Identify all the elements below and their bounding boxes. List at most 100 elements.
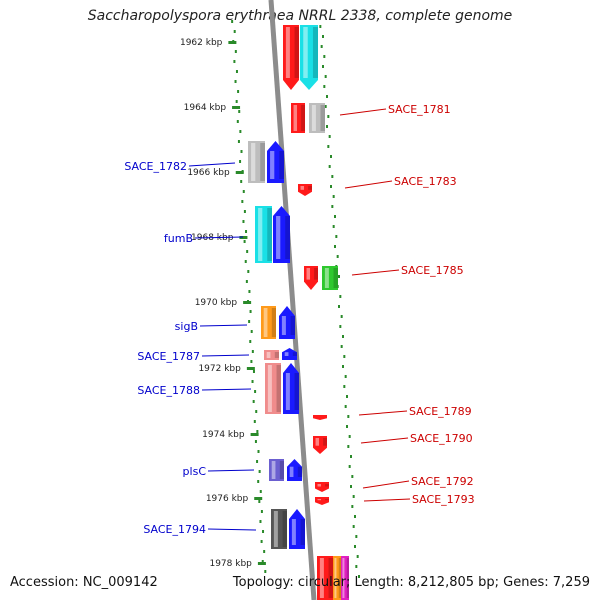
guide-dot (244, 260, 247, 263)
gene-shade (325, 484, 329, 487)
gene-shade (308, 186, 312, 190)
guide-dot (234, 50, 237, 53)
guide-dot (338, 275, 340, 278)
gene-label: SACE_1783 (394, 175, 457, 188)
guide-dot (336, 255, 339, 258)
gene-block (317, 556, 333, 600)
gene-shade (271, 308, 276, 337)
guide-dot (236, 120, 239, 123)
guide-dot (239, 130, 242, 133)
gene-block (291, 103, 305, 133)
guide-dot (243, 210, 246, 213)
gene-shade (301, 105, 305, 131)
gene-features (248, 25, 349, 600)
guide-dot (328, 165, 331, 168)
guide-dot (351, 505, 354, 508)
guide-dot (324, 105, 327, 108)
guide-dot (347, 415, 350, 418)
guide-dot (354, 515, 356, 518)
guide-dot (258, 470, 261, 473)
guide-dot (250, 330, 253, 333)
guide-dot (340, 315, 343, 318)
gene-block (341, 556, 349, 600)
gene-body (255, 206, 272, 263)
guide-dot (233, 60, 236, 63)
guide-dot (263, 550, 266, 553)
guide-dot (245, 230, 248, 233)
gene-shade (292, 352, 297, 356)
gene-shade (279, 151, 284, 179)
guide-dot (238, 110, 241, 113)
gene-shade (323, 438, 327, 446)
guide-dot (346, 395, 348, 398)
gene-highlight (267, 365, 272, 412)
gene-body (267, 141, 284, 183)
gene-block (309, 103, 325, 133)
leader-line (207, 469, 255, 472)
gene-body (271, 509, 287, 549)
leader-line (201, 388, 252, 391)
gene-label: sigB (175, 320, 198, 333)
gene-label: SACE_1788 (137, 384, 200, 397)
guide-dot (323, 85, 326, 88)
gene-body (315, 497, 329, 505)
guide-dot (237, 140, 240, 143)
gene-shade (285, 216, 290, 259)
guide-dot (352, 495, 355, 498)
guide-dot (249, 310, 252, 313)
guide-dot (246, 250, 249, 253)
gene-block (261, 306, 276, 339)
gene-highlight (285, 373, 290, 410)
guide-dot (356, 555, 359, 558)
guide-dot (264, 570, 267, 573)
gene-label: SACE_1790 (410, 432, 473, 445)
gene-block (273, 206, 290, 263)
guide-dot (330, 155, 332, 158)
gene-body (287, 459, 302, 481)
gene-body (333, 556, 341, 600)
guide-dot (351, 475, 354, 478)
guide-dot (331, 175, 334, 178)
guide-dot (256, 430, 259, 433)
guide-dot (241, 200, 244, 203)
guide-dot (259, 520, 262, 523)
guide-dot (343, 355, 346, 358)
gene-body (341, 556, 349, 600)
guide-dot (320, 45, 323, 48)
gene-shade (328, 558, 333, 598)
guide-dot (257, 450, 260, 453)
gene-highlight (324, 268, 329, 288)
gene-highlight (276, 216, 281, 259)
leader-line (362, 480, 410, 489)
gene-block (282, 348, 297, 360)
gene-body (279, 306, 295, 339)
guide-dot (342, 335, 344, 338)
kbp-tick (232, 106, 241, 109)
gene-shade (279, 461, 284, 479)
gene-body (269, 459, 284, 481)
guide-dot (339, 325, 342, 328)
guide-dot (240, 180, 243, 183)
gene-highlight (285, 27, 290, 78)
gene-highlight (293, 105, 298, 131)
gene-body (313, 415, 327, 420)
guide-dot (247, 270, 250, 273)
gene-shade (312, 27, 318, 78)
gene-label: plsC (183, 465, 207, 478)
guide-dot (235, 70, 238, 73)
gene-shade (294, 27, 299, 78)
gene-highlight (291, 519, 296, 545)
gene-highlight (306, 268, 311, 280)
guide-dot (250, 360, 253, 363)
kbp-tick (257, 562, 266, 565)
guide-dot (338, 305, 340, 308)
leader-line (363, 498, 411, 502)
guide-dot (322, 35, 324, 38)
guide-dot (239, 160, 242, 163)
gene-highlight (300, 186, 305, 190)
guide-dot (233, 30, 236, 33)
guide-dot (334, 245, 336, 248)
guide-dot (251, 350, 254, 353)
gene-label: SACE_1785 (401, 264, 464, 277)
guide-dot (259, 490, 262, 493)
